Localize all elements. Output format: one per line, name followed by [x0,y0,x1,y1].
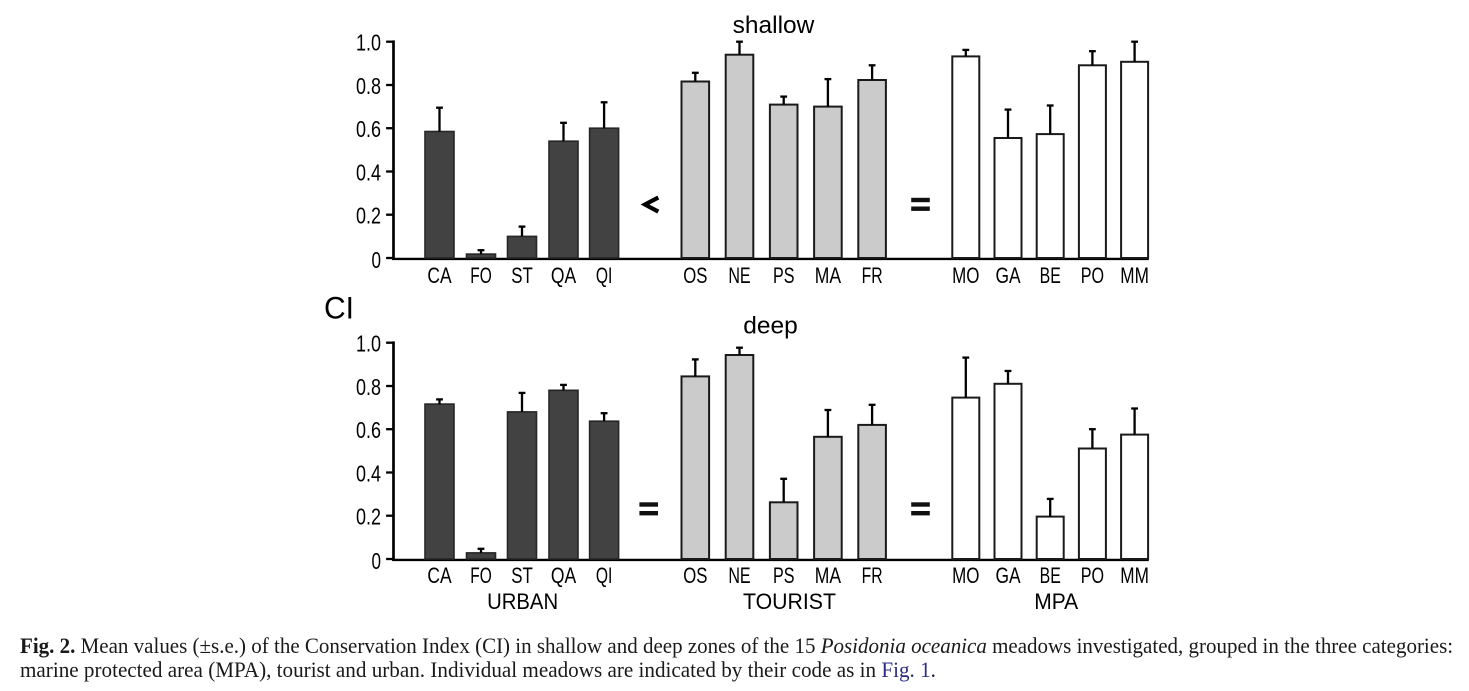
svg-text:MA: MA [815,563,841,588]
svg-text:ST: ST [511,563,533,588]
svg-text:PO: PO [1081,563,1104,588]
svg-text:0.8: 0.8 [356,374,381,400]
svg-text:CI: CI [324,290,354,326]
svg-text:TOURIST: TOURIST [743,589,836,614]
svg-text:NE: NE [728,263,750,288]
svg-text:MM: MM [1120,263,1149,288]
svg-text:FR: FR [862,263,883,288]
svg-text:PS: PS [773,263,795,288]
svg-text:BE: BE [1040,263,1061,288]
svg-text:1.0: 1.0 [356,30,381,56]
svg-text:0.8: 0.8 [356,73,381,99]
svg-text:URBAN: URBAN [487,589,558,614]
svg-text:QI: QI [596,263,613,288]
svg-text:0.2: 0.2 [356,203,381,229]
svg-text:FO: FO [470,263,492,288]
svg-text:MO: MO [952,563,979,588]
svg-text:FO: FO [470,563,492,588]
svg-text:PO: PO [1081,263,1104,288]
svg-text:deep: deep [743,313,798,340]
svg-text:1.0: 1.0 [356,331,381,357]
svg-text:MM: MM [1120,563,1149,588]
svg-text:FR: FR [862,563,883,588]
svg-text:MPA: MPA [1034,589,1078,614]
svg-text:0: 0 [372,247,382,273]
svg-text:QA: QA [551,263,576,288]
svg-text:QI: QI [596,563,613,588]
svg-text:OS: OS [683,263,707,288]
svg-text:MO: MO [952,263,979,288]
svg-text:0.4: 0.4 [356,159,381,185]
svg-text:QA: QA [551,563,576,588]
svg-text:GA: GA [995,563,1020,588]
svg-text:BE: BE [1040,563,1061,588]
svg-text:GA: GA [995,263,1020,288]
svg-text:CA: CA [427,263,451,288]
svg-text:CA: CA [427,563,451,588]
svg-text:0.6: 0.6 [356,417,381,443]
svg-text:0.2: 0.2 [356,504,381,530]
svg-text:NE: NE [728,563,750,588]
svg-text:shallow: shallow [733,12,815,39]
svg-text:0.6: 0.6 [356,116,381,142]
svg-text:0.4: 0.4 [356,460,381,486]
svg-text:PS: PS [773,563,795,588]
svg-text:MA: MA [815,263,841,288]
svg-text:ST: ST [511,263,533,288]
svg-text:OS: OS [683,563,707,588]
svg-text:0: 0 [372,548,382,574]
